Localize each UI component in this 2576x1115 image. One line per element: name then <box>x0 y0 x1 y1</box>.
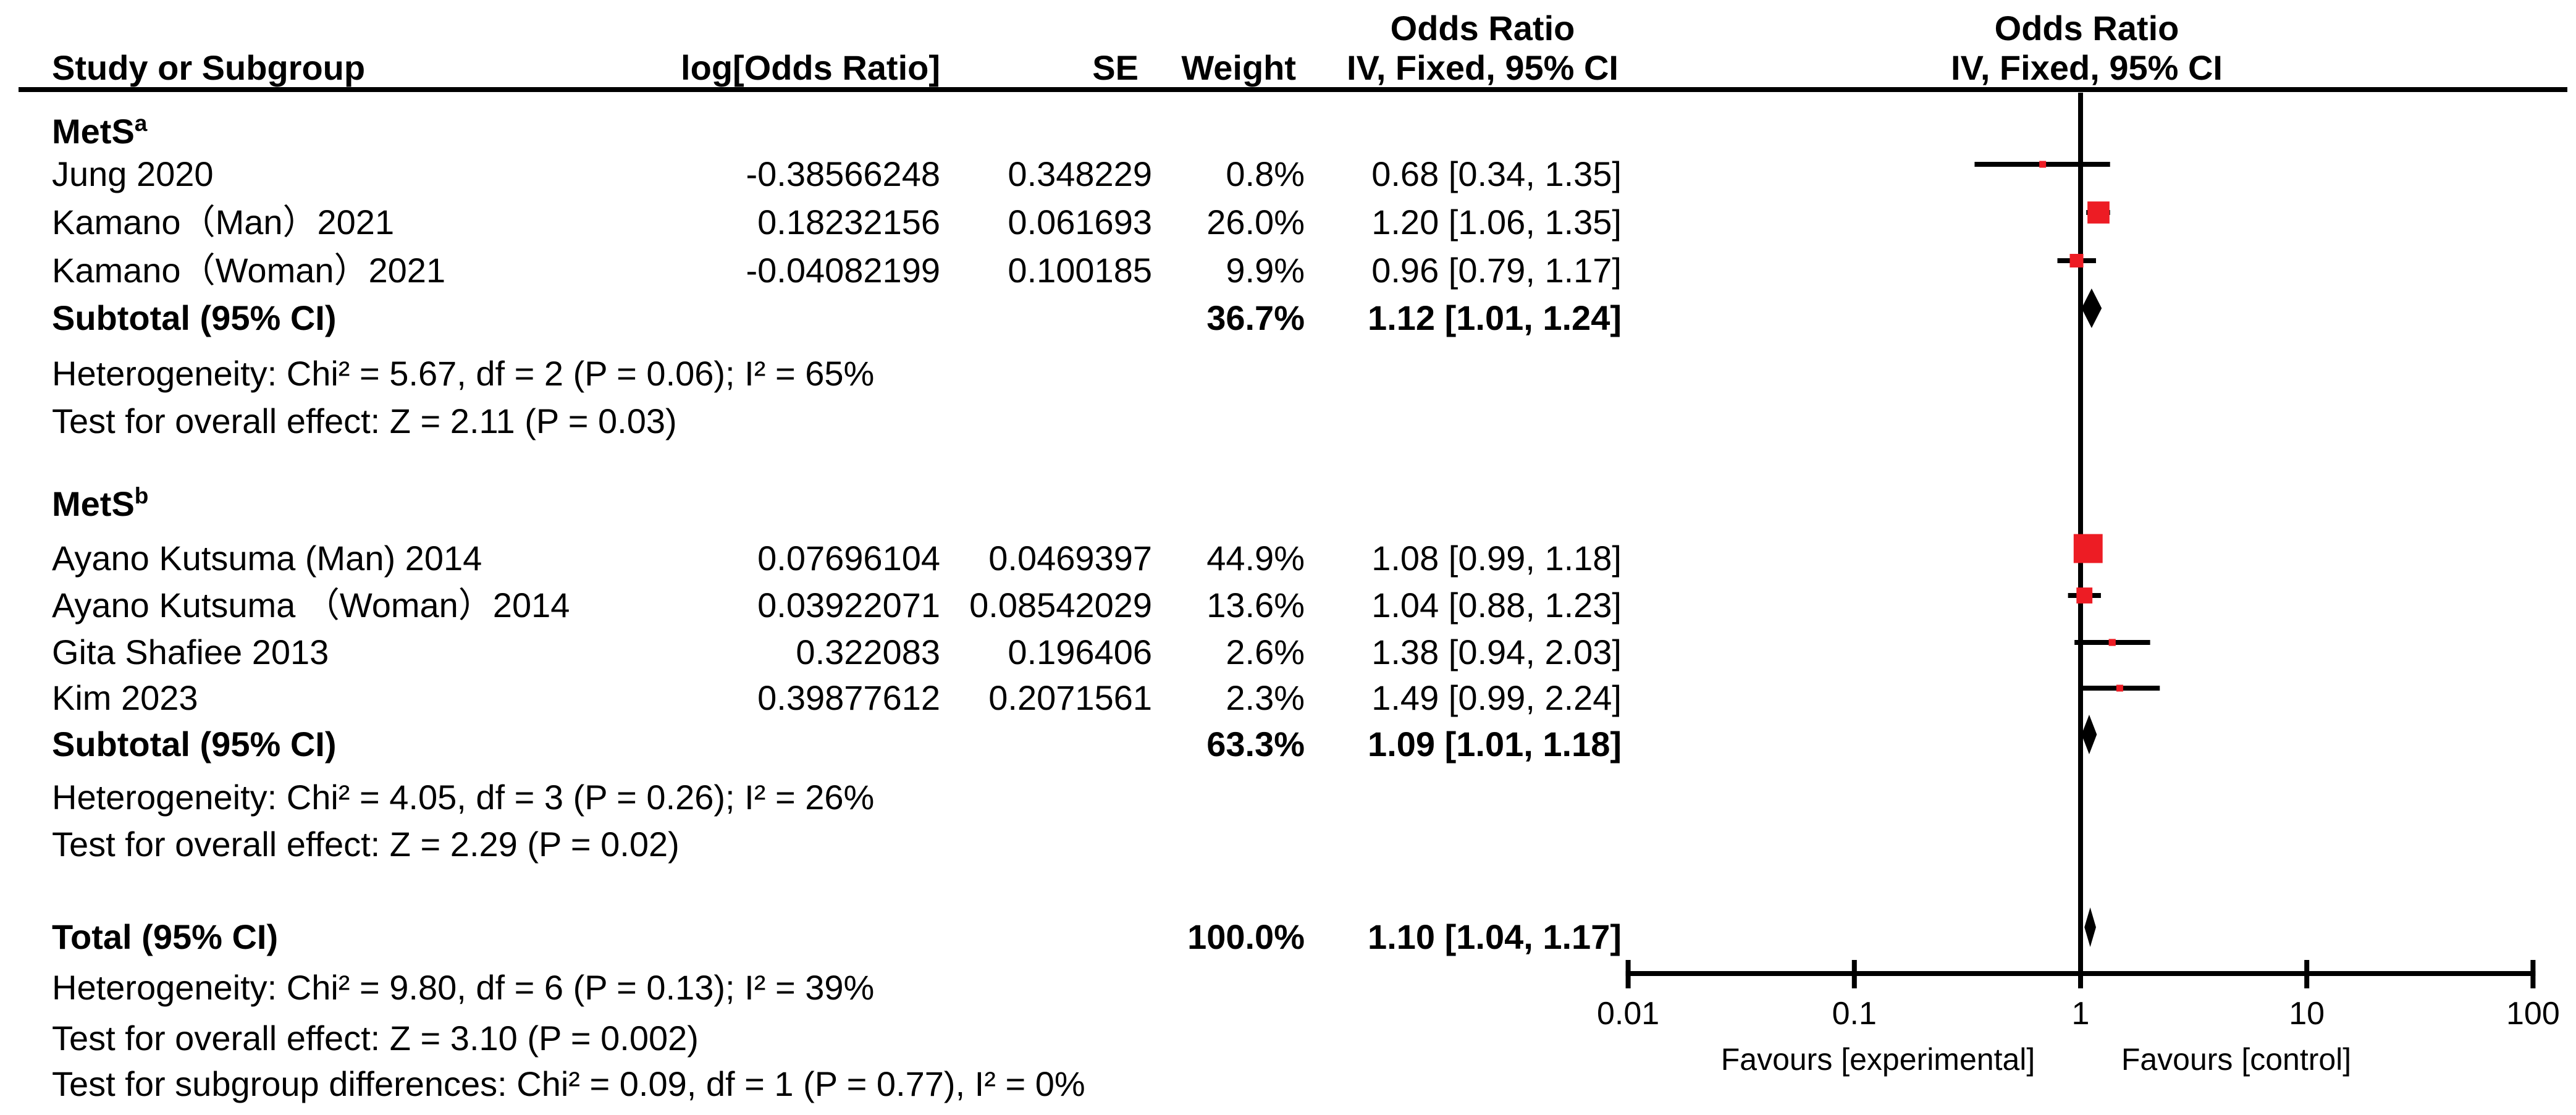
column-header-or-ci: IV, Fixed, 95% CI <box>1347 48 1618 87</box>
plot-header-or-ci: IV, Fixed, 95% CI <box>1951 48 2223 87</box>
se-value: 0.100185 <box>1008 250 1152 290</box>
effect-square <box>2116 684 2123 692</box>
log-odds-ratio-value: 0.39877612 <box>757 678 940 717</box>
effect-square <box>2073 534 2103 563</box>
study-name: Ayano Kutsuma (Man) 2014 <box>52 538 482 578</box>
header-rule <box>19 87 2567 92</box>
overall-effect-note: Test for overall effect: Z = 2.29 (P = 0… <box>52 824 680 864</box>
effect-square <box>2076 587 2093 604</box>
se-value: 0.061693 <box>1008 202 1152 242</box>
se-value: 0.348229 <box>1008 154 1152 193</box>
axis-tick-label: 10 <box>2289 996 2325 1032</box>
subtotal-label: Subtotal (95% CI) <box>52 298 337 337</box>
total-overall-effect-note: Test for overall effect: Z = 3.10 (P = 0… <box>52 1018 699 1058</box>
axis-tick <box>2530 960 2536 988</box>
subtotal-weight: 36.7% <box>1206 298 1305 337</box>
or-ci-text: 1.20 [1.06, 1.35] <box>1371 202 1622 242</box>
weight-value: 2.6% <box>1226 632 1305 671</box>
log-odds-ratio-value: 0.07696104 <box>757 538 940 578</box>
or-ci-text: 1.38 [0.94, 2.03] <box>1371 632 1622 671</box>
pooled-diamond <box>2081 715 2097 754</box>
heterogeneity-note: Heterogeneity: Chi² = 5.67, df = 2 (P = … <box>52 353 875 393</box>
overall-effect-note: Test for overall effect: Z = 2.11 (P = 0… <box>52 401 677 440</box>
weight-value: 2.3% <box>1226 678 1305 717</box>
total-label: Total (95% CI) <box>52 917 279 956</box>
log-odds-ratio-value: 0.322083 <box>796 632 940 671</box>
se-value: 0.0469397 <box>988 538 1152 578</box>
or-ci-text: 1.08 [0.99, 1.18] <box>1371 538 1622 578</box>
plot-center-line <box>2078 93 2083 974</box>
pooled-diamond <box>2081 288 2102 328</box>
group-label: MetSb <box>52 483 149 523</box>
group-label: MetSa <box>52 111 148 151</box>
total-ci-text: 1.10 [1.04, 1.17] <box>1368 917 1622 956</box>
axis-tick-label: 1 <box>2072 996 2090 1032</box>
study-name: Ayano Kutsuma （Woman）2014 <box>52 585 570 625</box>
study-name: Jung 2020 <box>52 154 214 193</box>
log-odds-ratio-value: -0.38566248 <box>746 154 940 193</box>
effect-square <box>2039 161 2047 168</box>
pooled-diamond <box>2084 907 2096 947</box>
study-name: Kamano（Woman）2021 <box>52 250 446 290</box>
effect-square <box>2087 201 2110 224</box>
se-value: 0.196406 <box>1008 632 1152 671</box>
weight-value: 0.8% <box>1226 154 1305 193</box>
study-name: Gita Shafiee 2013 <box>52 632 329 671</box>
weight-value: 9.9% <box>1226 250 1305 290</box>
study-name: Kamano（Man）2021 <box>52 202 395 242</box>
group-superscript: b <box>134 483 149 509</box>
or-ci-text: 0.96 [0.79, 1.17] <box>1371 250 1622 290</box>
effect-square <box>2108 639 2116 646</box>
group-superscript: a <box>134 111 148 137</box>
heterogeneity-note: Heterogeneity: Chi² = 4.05, df = 3 (P = … <box>52 777 875 817</box>
axis-tick-label: 100 <box>2506 996 2560 1032</box>
axis-tick <box>1625 960 1631 988</box>
subtotal-ci-text: 1.09 [1.01, 1.18] <box>1368 724 1622 764</box>
subgroup-differences-note: Test for subgroup differences: Chi² = 0.… <box>52 1064 1085 1103</box>
or-ci-text: 1.49 [0.99, 2.24] <box>1371 678 1622 717</box>
column-header-log-odds-ratio: log[Odds Ratio] <box>681 48 940 87</box>
subtotal-label: Subtotal (95% CI) <box>52 724 337 764</box>
column-header-weight: Weight <box>1181 48 1296 87</box>
log-odds-ratio-value: 0.03922071 <box>757 585 940 625</box>
weight-value: 44.9% <box>1206 538 1305 578</box>
column-header-study: Study or Subgroup <box>52 48 366 87</box>
study-name: Kim 2023 <box>52 678 198 717</box>
total-weight: 100.0% <box>1187 917 1305 956</box>
se-value: 0.08542029 <box>969 585 1152 625</box>
plot-or-header: Odds Ratio <box>1994 8 2179 48</box>
column-header-se: SE <box>1092 48 1139 87</box>
or-ci-text: 0.68 [0.34, 1.35] <box>1371 154 1622 193</box>
axis-tick-label: 0.1 <box>1832 996 1877 1032</box>
favours-right-label: Favours [control] <box>2121 1042 2351 1077</box>
or-ci-text: 1.04 [0.88, 1.23] <box>1371 585 1622 625</box>
axis-tick <box>2078 960 2083 988</box>
effect-square <box>2069 253 2084 268</box>
axis-tick-label: 0.01 <box>1597 996 1659 1032</box>
total-heterogeneity-note: Heterogeneity: Chi² = 9.80, df = 6 (P = … <box>52 967 875 1007</box>
log-odds-ratio-value: 0.18232156 <box>757 202 940 242</box>
subtotal-ci-text: 1.12 [1.01, 1.24] <box>1368 298 1622 337</box>
se-value: 0.2071561 <box>988 678 1152 717</box>
weight-value: 26.0% <box>1206 202 1305 242</box>
axis-tick <box>1851 960 1857 988</box>
weight-value: 13.6% <box>1206 585 1305 625</box>
subtotal-weight: 63.3% <box>1206 724 1305 764</box>
table-or-header: Odds Ratio <box>1390 8 1575 48</box>
log-odds-ratio-value: -0.04082199 <box>746 250 940 290</box>
axis-tick <box>2304 960 2310 988</box>
favours-left-label: Favours [experimental] <box>1721 1042 2035 1077</box>
